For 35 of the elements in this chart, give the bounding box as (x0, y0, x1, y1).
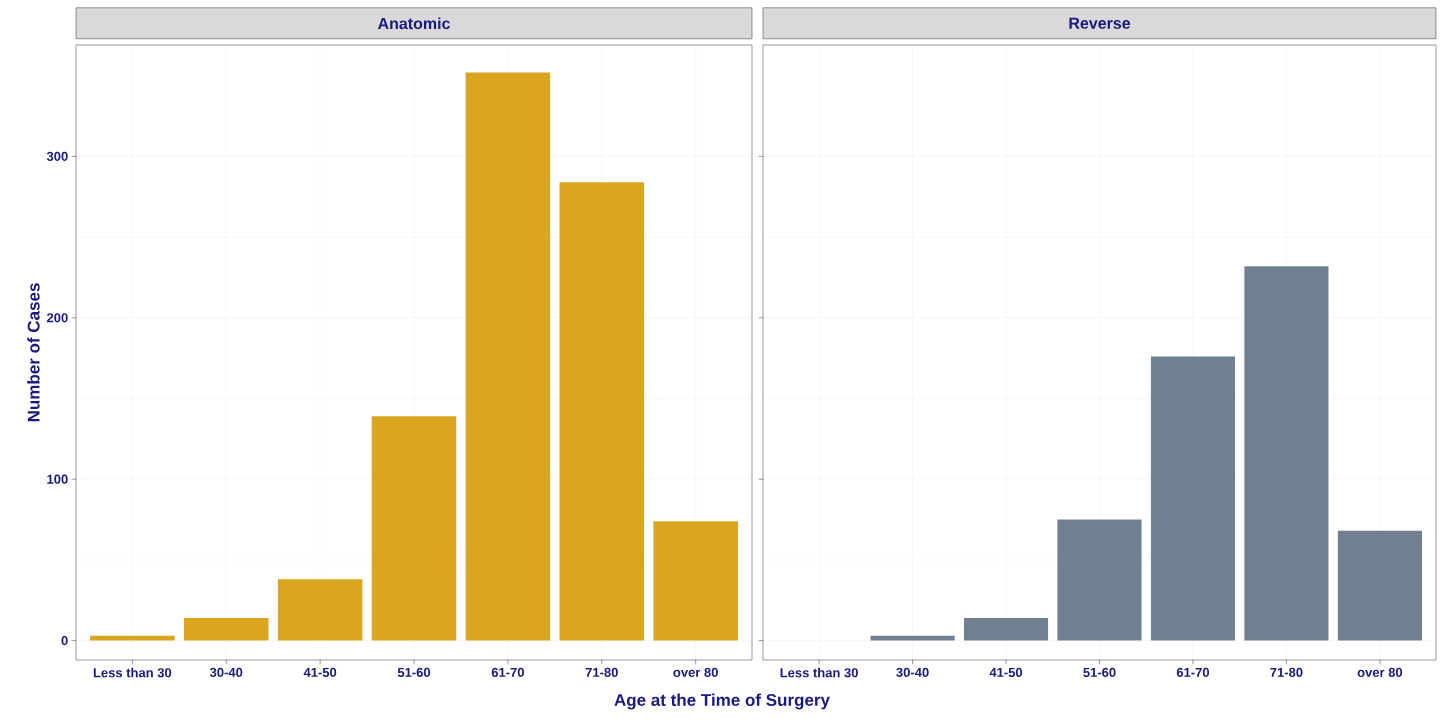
x-tick-label: 30-40 (209, 667, 243, 678)
bar (90, 635, 175, 641)
bar (1244, 266, 1329, 641)
chart-title: Anatomic (377, 17, 450, 30)
x-tick-label: 71-80 (585, 667, 618, 677)
x-tick-label: Less than 30 (780, 667, 858, 678)
bar (870, 635, 955, 641)
y-tick-label: 200 (46, 313, 68, 323)
y-tick-label: 300 (46, 151, 68, 161)
bar (371, 416, 457, 641)
chart-title: Reverse (1069, 17, 1131, 29)
x-tick-label: 41-50 (989, 667, 1023, 677)
x-tick-label: Less than 30 (93, 667, 172, 678)
y-tick-label: 0 (61, 636, 68, 646)
x-tick-label: 41-50 (303, 667, 337, 677)
bar (963, 618, 1049, 641)
bar (277, 579, 363, 641)
x-tick-label: 51-60 (1083, 667, 1116, 677)
bar (559, 182, 645, 641)
bar (1057, 519, 1142, 641)
x-tick-label: over 80 (673, 667, 718, 677)
bar (653, 521, 738, 641)
bar (183, 618, 269, 641)
y-axis-title: Number of Cases (27, 283, 40, 422)
y-tick-label: 100 (47, 474, 68, 484)
x-axis-title: Age at the Time of Surgery (614, 693, 830, 710)
x-tick-label: 30-40 (896, 667, 929, 678)
bar (1337, 530, 1422, 641)
x-tick-label: 61-70 (491, 667, 524, 677)
bar (1150, 356, 1236, 641)
x-tick-label: over 80 (1357, 667, 1403, 677)
bar (465, 72, 551, 641)
x-tick-label: 61-70 (1176, 667, 1210, 677)
x-tick-label: 51-60 (397, 667, 431, 677)
x-tick-label: 71-80 (1270, 667, 1303, 677)
